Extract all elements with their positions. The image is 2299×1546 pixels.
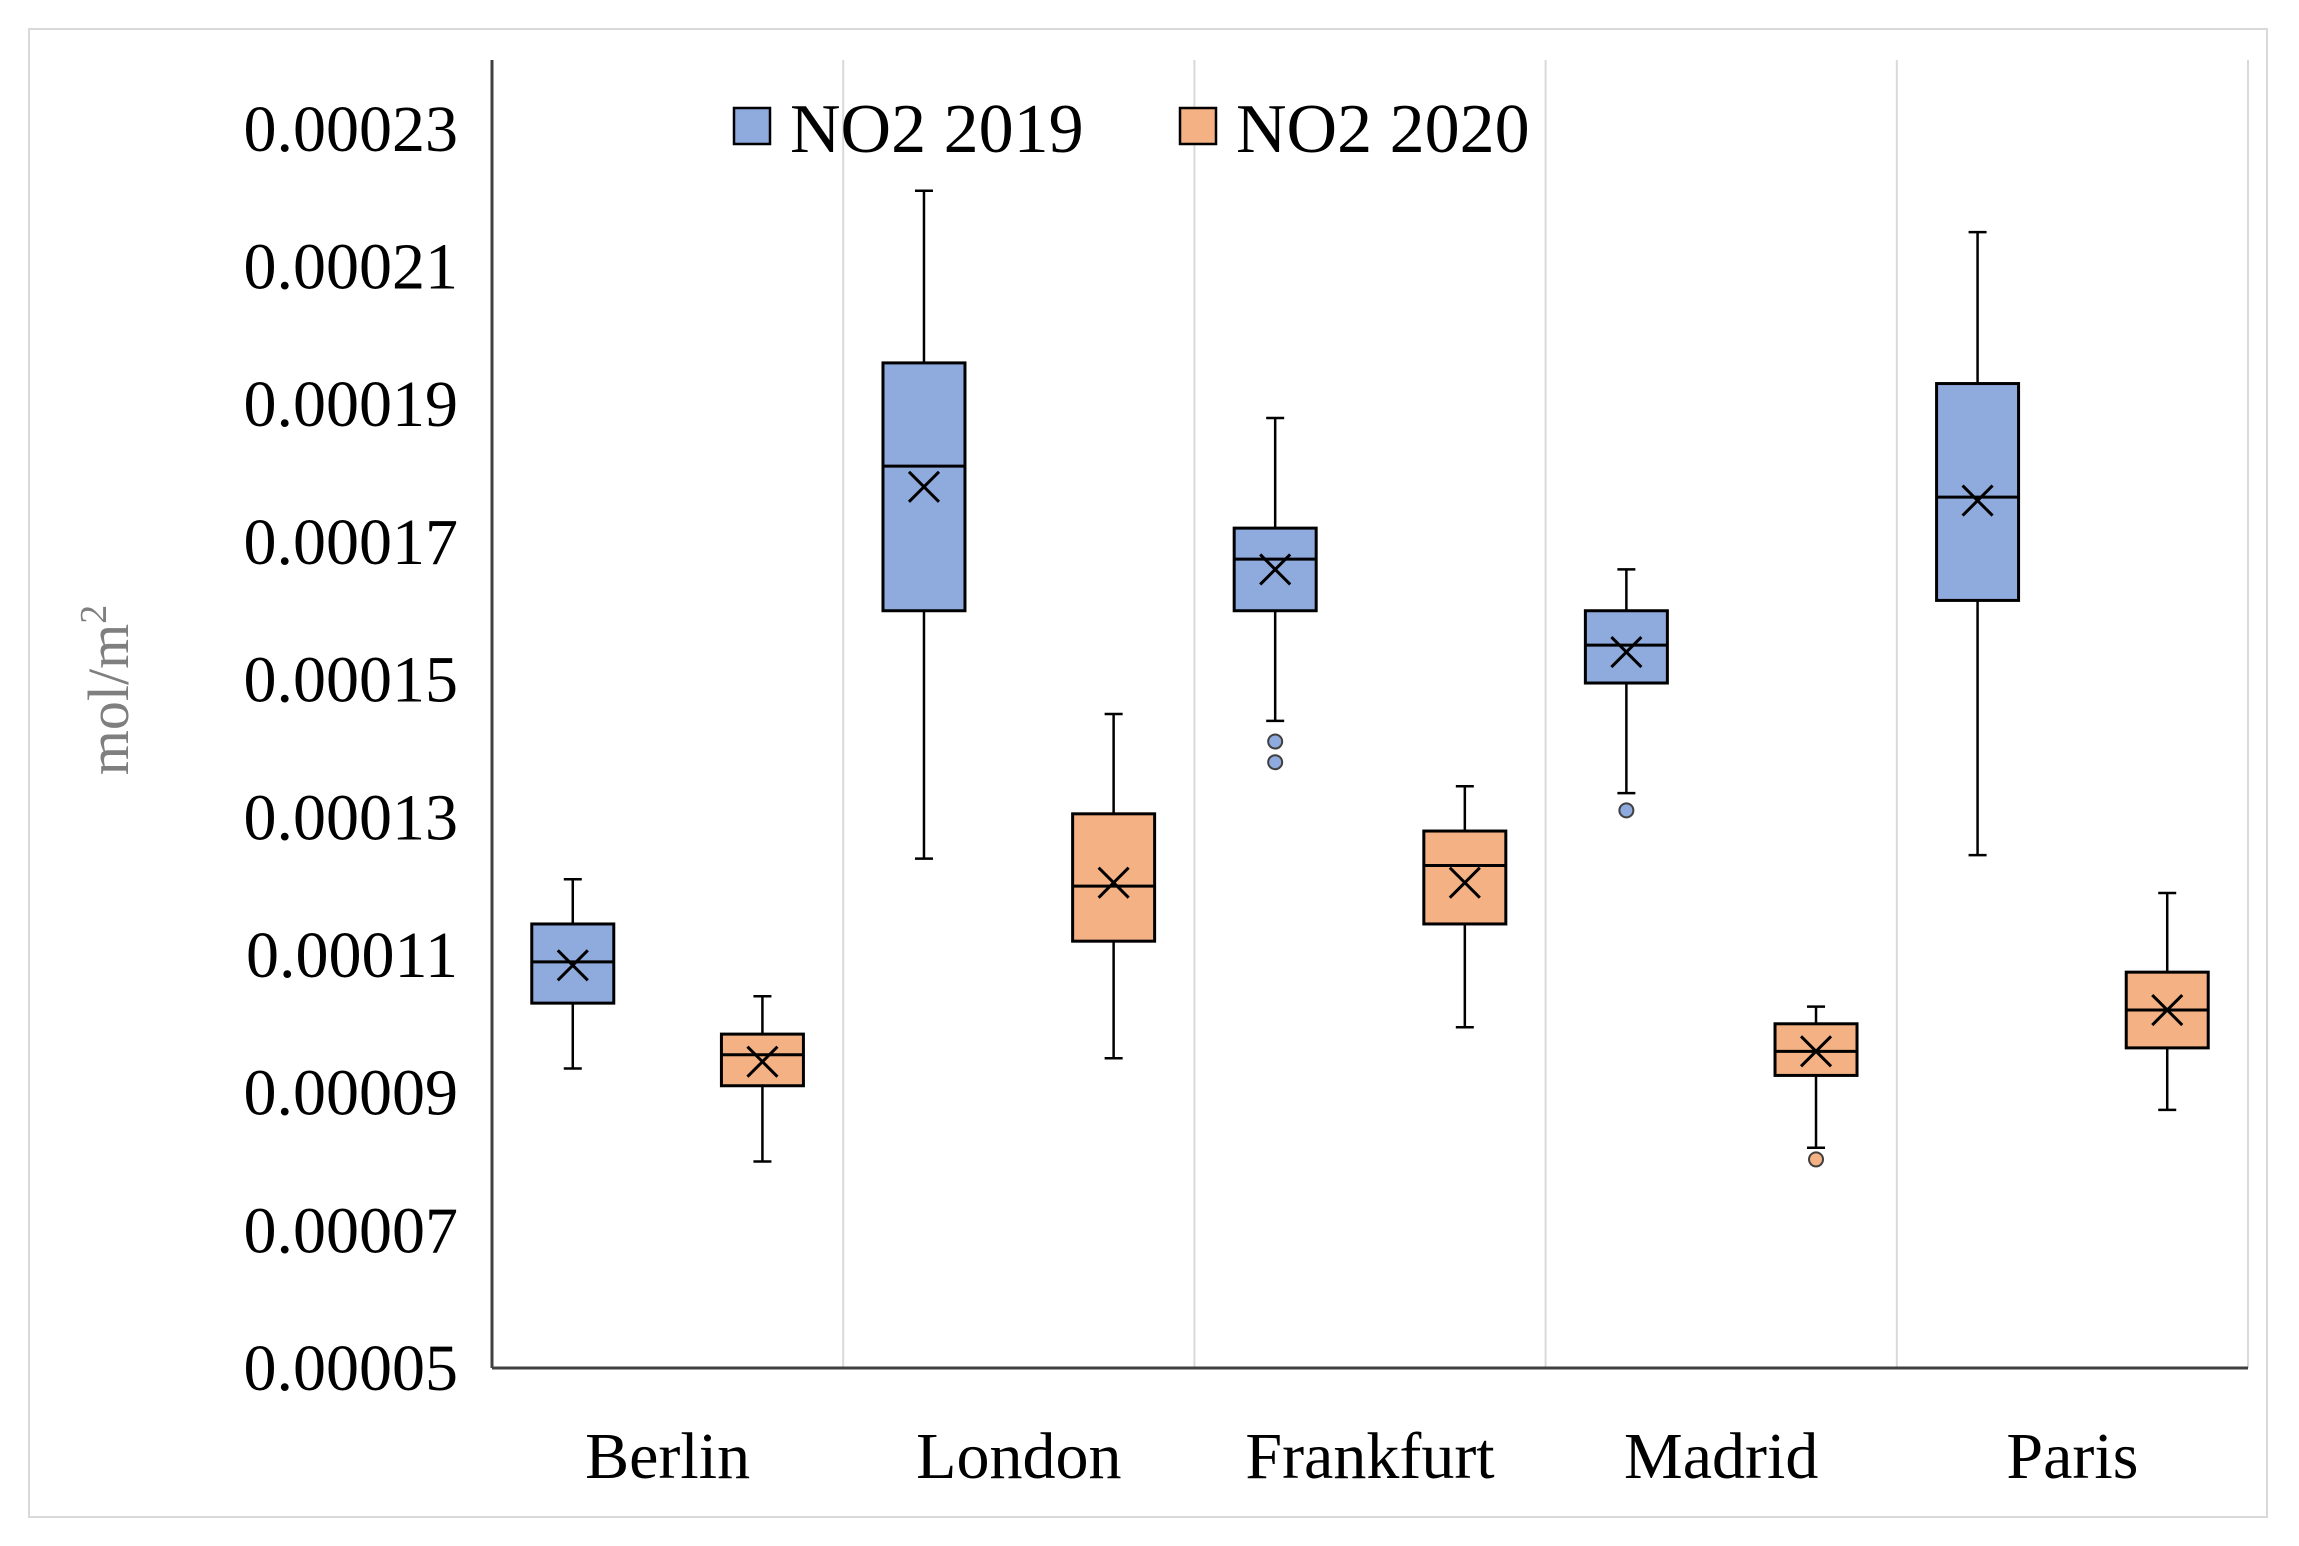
outlier-point	[1808, 1151, 1825, 1168]
box-london-2020	[1071, 712, 1157, 1060]
chart-frame	[28, 28, 2268, 1518]
outlier-point	[1267, 754, 1284, 771]
x-category-label: Madrid	[1624, 1420, 1818, 1493]
box-paris-2020	[2124, 891, 2210, 1112]
box-frankfurt-2019	[1232, 416, 1318, 771]
mean-marker-stroke-b	[1610, 635, 1643, 669]
y-axis-label-superscript: 2	[73, 605, 115, 624]
box-london-2019	[881, 189, 967, 860]
y-tick-label: 0.00017	[244, 506, 459, 579]
box-series	[530, 189, 2210, 1168]
legend-label: NO2 2020	[1236, 91, 1530, 168]
y-axis-label-text: mol/m	[76, 624, 141, 775]
iqr-box	[1071, 812, 1157, 943]
box-berlin-2019	[530, 877, 616, 1070]
mean-marker-stroke-b	[1799, 1035, 1833, 1068]
box-madrid-2019	[1583, 568, 1669, 819]
iqr-box	[1583, 609, 1669, 685]
y-tick-label: 0.00009	[244, 1057, 459, 1130]
legend-label: NO2 2019	[790, 91, 1084, 168]
y-tick-label: 0.00015	[244, 644, 459, 717]
mean-marker-stroke-b	[556, 949, 589, 982]
iqr-box	[1935, 382, 2021, 602]
y-tick-labels: 0.00005 0.00007 0.00009 0.00011 0.00013 0.000…	[244, 93, 459, 1405]
box-madrid-2020	[1773, 1005, 1859, 1168]
axes	[490, 60, 2248, 1370]
mean-marker-stroke-b	[907, 470, 941, 503]
y-axis-label: mol/m2	[73, 605, 141, 775]
mean-marker-stroke-b	[1448, 866, 1481, 899]
mean-marker-stroke-b	[1259, 553, 1292, 586]
y-tick-label: 0.00013	[244, 781, 459, 854]
category-separators	[842, 60, 2249, 1368]
y-tick-label: 0.00023	[244, 93, 459, 166]
x-category-label: Paris	[2006, 1420, 2138, 1493]
box-berlin-2020	[719, 995, 805, 1163]
y-tick-label: 0.00005	[244, 1332, 459, 1405]
iqr-box	[1773, 1022, 1859, 1077]
legend-swatch	[1178, 106, 1218, 146]
mean-marker-stroke-b	[1097, 866, 1130, 899]
mean-marker-stroke-b	[1961, 484, 1994, 517]
x-category-labels: Berlin London Frankfurt Madrid Paris	[585, 1420, 2138, 1493]
x-category-label: Frankfurt	[1245, 1420, 1494, 1493]
y-tick-label: 0.00007	[244, 1194, 459, 1267]
legend: NO2 2019 NO2 2020	[732, 91, 1530, 168]
box-frankfurt-2020	[1422, 785, 1508, 1029]
outlier-point	[1267, 733, 1284, 750]
y-tick-label: 0.00011	[246, 919, 458, 992]
box-paris-2019	[1935, 230, 2021, 857]
legend-swatch	[732, 106, 772, 146]
outlier-point	[1618, 802, 1635, 819]
mean-marker-stroke-b	[746, 1045, 779, 1078]
mean-marker-stroke-b	[2151, 993, 2184, 1027]
y-tick-label: 0.00019	[244, 368, 459, 441]
x-category-label: London	[916, 1420, 1121, 1493]
iqr-box	[1422, 829, 1508, 926]
y-tick-label: 0.00021	[244, 231, 459, 304]
x-category-label: Berlin	[585, 1420, 750, 1493]
